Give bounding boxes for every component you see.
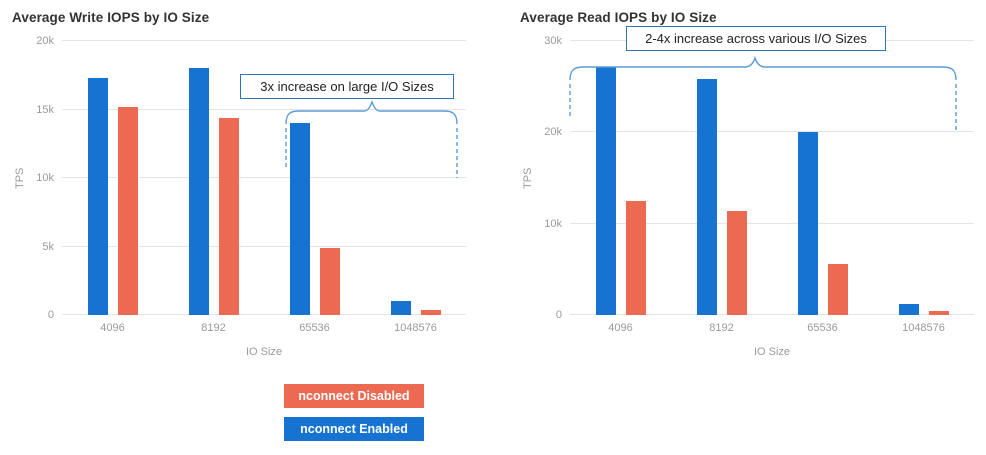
bar-nconnect-enabled — [390, 301, 411, 315]
y-tick-label: 20k — [36, 35, 54, 47]
x-tick-label: 1048576 — [394, 322, 437, 334]
chart-body: TPS 0 5k 10k 15k 20k — [12, 35, 478, 321]
y-axis-ticks: 0 10k 20k 30k — [536, 35, 570, 321]
read-iops-chart: Average Read IOPS by IO Size TPS 0 10k 20k… — [508, 0, 986, 358]
bar-nconnect-enabled — [898, 304, 919, 315]
annotation-callout: 3x increase on large I/O Sizes — [240, 74, 454, 99]
bar-nconnect-enabled — [289, 123, 310, 315]
x-tick-label: 4096 — [100, 322, 125, 334]
bar-nconnect-enabled — [595, 66, 616, 315]
bar-nconnect-enabled — [188, 68, 209, 315]
x-tick-label: 8192 — [201, 322, 226, 334]
y-tick-label: 10k — [36, 172, 54, 184]
bar-nconnect-disabled — [117, 106, 138, 315]
chart-body: TPS 0 10k 20k 30k — [520, 35, 986, 321]
y-tick-label: 30k — [544, 35, 562, 47]
x-tick-label: 1048576 — [902, 322, 945, 334]
y-tick-label: 20k — [544, 126, 562, 139]
annotation-callout: 2-4x increase across various I/O Sizes — [626, 26, 886, 51]
y-axis-title: TPS — [522, 167, 534, 189]
bar-group — [365, 41, 466, 315]
x-axis-labels: 4096 8192 65536 1048576 — [570, 315, 974, 334]
x-axis-labels: 4096 8192 65536 1048576 — [62, 315, 466, 334]
write-iops-chart: Average Write IOPS by IO Size TPS 0 5k 10k… — [0, 0, 478, 358]
chart-title: Average Write IOPS by IO Size — [12, 10, 210, 25]
bar-nconnect-disabled — [928, 310, 949, 315]
bar-nconnect-enabled — [87, 78, 108, 315]
x-tick-label: 4096 — [608, 322, 633, 334]
x-tick-label: 65536 — [299, 322, 330, 334]
bar-nconnect-disabled — [625, 200, 646, 315]
bar-nconnect-disabled — [827, 263, 848, 315]
y-tick-label: 15k — [36, 103, 54, 116]
curly-brace-annotation — [569, 56, 957, 130]
y-tick-label: 5k — [42, 240, 54, 253]
bar-group — [264, 41, 365, 315]
bar-group — [671, 41, 772, 315]
legend-badge-nconnect-disabled: nconnect Disabled — [284, 384, 424, 408]
bar-nconnect-disabled — [726, 210, 747, 315]
gridline — [570, 314, 974, 315]
charts-row: Average Write IOPS by IO Size TPS 0 5k 10k… — [0, 0, 986, 358]
plot-area — [62, 40, 466, 315]
gridline — [62, 314, 466, 315]
bar-group — [772, 41, 873, 315]
y-axis-title: TPS — [14, 167, 26, 189]
legend-badge-nconnect-enabled: nconnect Enabled — [284, 417, 424, 441]
bar-group — [163, 41, 264, 315]
y-tick-label: 0 — [47, 309, 54, 321]
x-axis-title: IO Size — [753, 346, 791, 358]
x-tick-label: 65536 — [807, 322, 838, 334]
bar-nconnect-enabled — [696, 79, 717, 315]
gridline — [570, 131, 974, 133]
gridline — [62, 108, 466, 110]
y-tick-label: 10k — [544, 217, 562, 230]
gridline — [62, 245, 466, 247]
x-tick-label: 8192 — [709, 322, 734, 334]
bar-groups — [62, 41, 466, 315]
bar-nconnect-disabled — [319, 247, 340, 315]
curly-brace-annotation — [285, 100, 458, 178]
x-axis-title: IO Size — [245, 346, 283, 358]
y-axis-ticks: 0 5k 10k 15k 20k — [28, 35, 62, 321]
gridline — [62, 177, 466, 178]
bar-group — [570, 41, 671, 315]
bar-group — [873, 41, 974, 315]
bar-nconnect-disabled — [218, 117, 239, 315]
bar-group — [62, 41, 163, 315]
gridline — [570, 222, 974, 224]
y-tick-label: 0 — [555, 309, 562, 321]
bar-nconnect-disabled — [420, 310, 441, 315]
chart-title: Average Read IOPS by IO Size — [520, 10, 717, 25]
bar-nconnect-enabled — [797, 132, 818, 315]
chart-legend: nconnect Disabled nconnect Enabled — [284, 384, 424, 441]
gridline — [62, 40, 466, 41]
bar-groups — [570, 41, 974, 315]
plot-area — [570, 40, 974, 315]
